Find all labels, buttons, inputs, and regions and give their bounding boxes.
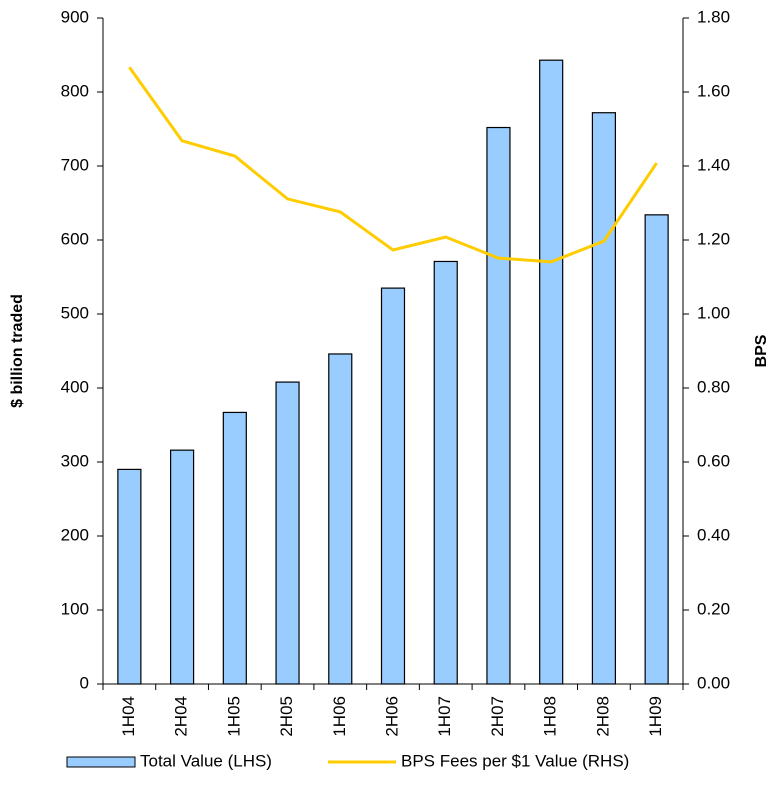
y-tick-label: 300 — [61, 451, 89, 470]
x-tick-label: 2H04 — [172, 696, 191, 737]
bar — [486, 126, 511, 685]
y-tick-label: 600 — [61, 229, 89, 248]
y-tick-label: 200 — [61, 525, 89, 544]
legend-label: BPS Fees per $1 Value (RHS) — [401, 751, 629, 770]
bar — [539, 59, 564, 685]
y-tick-label: 800 — [61, 81, 89, 100]
y2-tick-label: 0.00 — [697, 673, 730, 692]
y2-tick-label: 1.60 — [697, 81, 730, 100]
y-tick-label: 0 — [80, 673, 89, 692]
y-tick-label: 100 — [61, 599, 89, 618]
x-tick-label: 1H04 — [119, 696, 138, 737]
bar — [222, 411, 247, 685]
x-tick-label: 1H08 — [541, 696, 560, 737]
y2-tick-label: 0.40 — [697, 525, 730, 544]
x-tick-label: 2H07 — [488, 696, 507, 737]
bar — [591, 112, 617, 685]
legend-swatch — [66, 756, 136, 768]
y2-tick-label: 0.80 — [697, 377, 730, 396]
y-axis-title: $ billion traded — [9, 294, 26, 408]
bar — [275, 381, 300, 685]
y-tick-label: 700 — [61, 155, 89, 174]
y2-tick-label: 0.60 — [697, 451, 730, 470]
line — [128, 66, 658, 264]
y2-tick-label: 0.20 — [697, 599, 730, 618]
x-tick-label: 1H09 — [646, 696, 665, 737]
x-tick-label: 2H06 — [382, 696, 401, 737]
x-tick-label: 1H07 — [435, 696, 454, 737]
y2-tick-label: 1.40 — [697, 155, 730, 174]
y2-axis-title: BPS — [753, 334, 770, 367]
y-tick-label: 400 — [61, 377, 89, 396]
y2-tick-label: 1.80 — [697, 7, 730, 26]
bar — [433, 260, 458, 685]
x-tick-label: 2H05 — [277, 696, 296, 737]
bar — [328, 353, 353, 685]
y-tick-label: 500 — [61, 303, 89, 322]
x-tick-label: 2H08 — [593, 696, 612, 737]
y-tick-label: 900 — [61, 7, 89, 26]
y2-tick-label: 1.20 — [697, 229, 730, 248]
x-tick-label: 1H05 — [224, 696, 243, 737]
legend-label: Total Value (LHS) — [140, 751, 272, 770]
bar — [380, 287, 406, 685]
y2-tick-label: 1.00 — [697, 303, 730, 322]
bar — [169, 449, 195, 685]
bar — [117, 468, 142, 685]
x-tick-label: 1H06 — [330, 696, 349, 737]
bar — [644, 214, 669, 685]
